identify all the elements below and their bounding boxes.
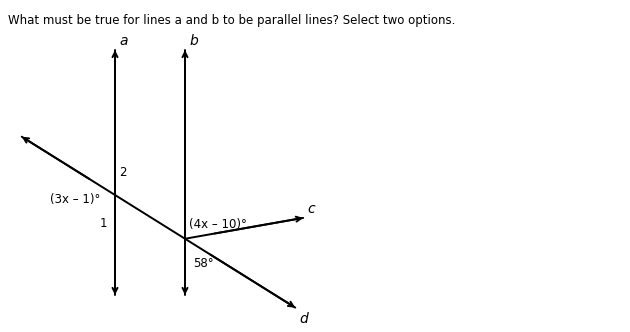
Text: (4x – 10)°: (4x – 10)°: [189, 218, 247, 231]
Text: c: c: [307, 202, 315, 216]
Text: 1: 1: [100, 217, 106, 230]
Text: a: a: [119, 34, 127, 48]
Text: What must be true for lines a and b to be parallel lines? Select two options.: What must be true for lines a and b to b…: [8, 14, 455, 27]
Text: (3x – 1)°: (3x – 1)°: [50, 194, 100, 207]
Text: b: b: [189, 34, 198, 48]
Text: 2: 2: [119, 167, 127, 180]
Text: 58°: 58°: [193, 257, 214, 270]
Text: d: d: [299, 312, 308, 326]
